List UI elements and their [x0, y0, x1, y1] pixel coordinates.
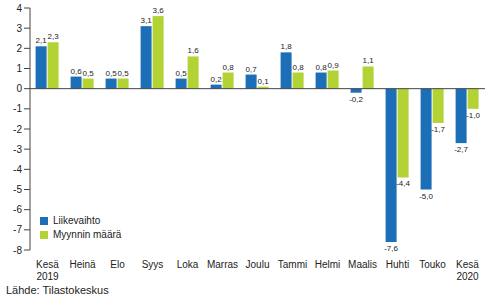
svg-text:-4,4: -4,4: [396, 179, 410, 188]
svg-text:Heinä: Heinä: [69, 259, 96, 270]
html-text:Liikevaihto: Liikevaihto: [53, 215, 101, 226]
svg-text:0,1: 0,1: [258, 77, 270, 86]
svg-text:Tammi: Tammi: [278, 259, 307, 270]
svg-text:3: 3: [16, 23, 22, 34]
svg-text:-4: -4: [13, 164, 22, 175]
svg-text:2,3: 2,3: [48, 32, 60, 41]
svg-text:Marras: Marras: [207, 259, 238, 270]
svg-text:Syys: Syys: [142, 259, 164, 270]
svg-text:-7,6: -7,6: [384, 244, 398, 253]
svg-text:0: 0: [16, 83, 22, 94]
svg-text:0,5: 0,5: [106, 69, 118, 78]
svg-text:1,6: 1,6: [188, 46, 200, 55]
svg-text:3,1: 3,1: [141, 16, 153, 25]
svg-text:Huhti: Huhti: [386, 259, 409, 270]
svg-text:-7: -7: [13, 224, 22, 235]
svg-text:0,8: 0,8: [293, 63, 305, 72]
svg-text:Helmi: Helmi: [315, 259, 341, 270]
svg-text:Elo: Elo: [110, 259, 125, 270]
svg-text:0,5: 0,5: [83, 69, 95, 78]
svg-text:1: 1: [16, 63, 22, 74]
svg-text:2019: 2019: [36, 271, 59, 282]
html-text:Myynnin määrä: Myynnin määrä: [53, 229, 122, 240]
svg-text:-1: -1: [13, 103, 22, 114]
svg-text:-1,0: -1,0: [466, 111, 480, 120]
svg-text:0,5: 0,5: [176, 69, 188, 78]
svg-text:0,5: 0,5: [118, 69, 130, 78]
svg-text:Kesä: Kesä: [456, 259, 479, 270]
svg-text:-1,7: -1,7: [431, 125, 445, 134]
svg-text:-3: -3: [13, 144, 22, 155]
svg-text:0,7: 0,7: [246, 65, 258, 74]
svg-text:-2,7: -2,7: [454, 145, 468, 154]
svg-text:0,9: 0,9: [328, 61, 340, 70]
svg-text:Joulu: Joulu: [246, 259, 270, 270]
svg-text:-5,0: -5,0: [419, 192, 433, 201]
svg-text:-8: -8: [13, 245, 22, 256]
svg-text:-5: -5: [13, 184, 22, 195]
svg-text:2,1: 2,1: [36, 36, 48, 45]
svg-text:2020: 2020: [456, 271, 479, 282]
svg-text:3,6: 3,6: [153, 6, 165, 15]
svg-text:0,8: 0,8: [223, 63, 235, 72]
html-text:Lähde: Tilastokeskus: Lähde: Tilastokeskus: [6, 284, 109, 296]
svg-text:Loka: Loka: [177, 259, 199, 270]
svg-text:4: 4: [16, 3, 22, 14]
svg-text:Kesä: Kesä: [36, 259, 59, 270]
svg-text:0,2: 0,2: [211, 75, 223, 84]
svg-text:0,8: 0,8: [316, 63, 328, 72]
svg-text:1,1: 1,1: [363, 56, 375, 65]
svg-text:-2: -2: [13, 124, 22, 135]
svg-text:1,8: 1,8: [281, 42, 293, 51]
svg-text:0,6: 0,6: [71, 67, 83, 76]
svg-text:-0,2: -0,2: [349, 95, 363, 104]
svg-text:-6: -6: [13, 204, 22, 215]
svg-text:2: 2: [16, 43, 22, 54]
svg-text:Touko: Touko: [419, 259, 446, 270]
svg-text:Maalis: Maalis: [348, 259, 377, 270]
